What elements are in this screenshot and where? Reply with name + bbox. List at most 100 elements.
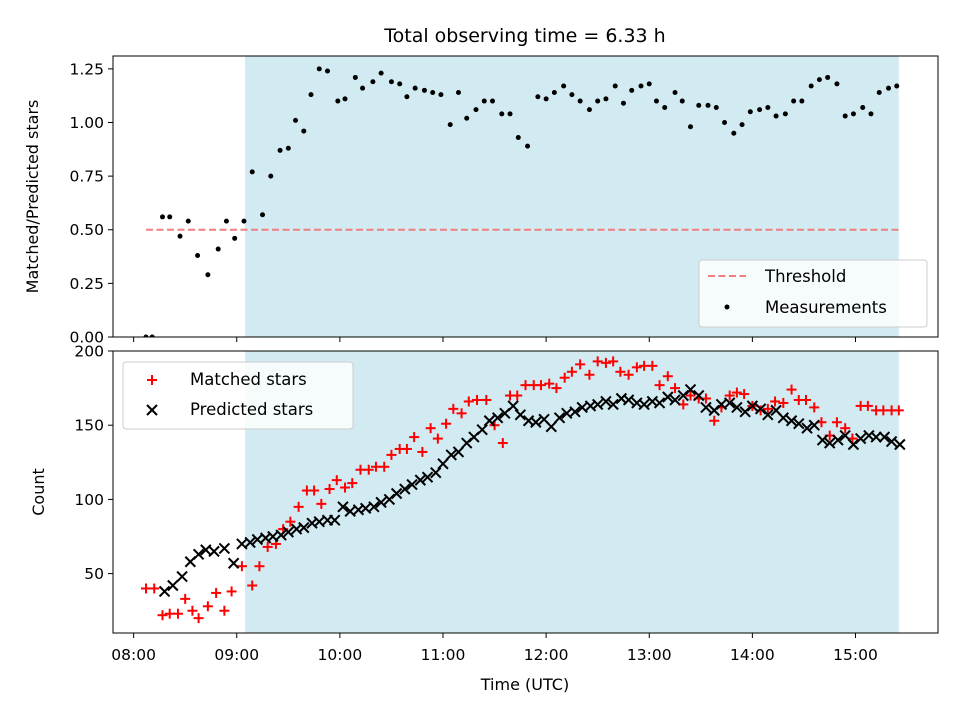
matched-star-point bbox=[463, 396, 474, 407]
count-legend: Matched stars Predicted stars bbox=[122, 361, 354, 430]
predicted-star-point bbox=[282, 526, 295, 538]
measurement-point bbox=[629, 87, 635, 93]
measurement-point bbox=[285, 145, 291, 151]
predicted-star-point bbox=[569, 406, 581, 418]
x-tick-label: 10:00 bbox=[318, 646, 363, 664]
matched-star-point bbox=[187, 605, 198, 616]
count-y-axis-label: Count bbox=[29, 468, 48, 516]
measurement-point bbox=[185, 218, 191, 224]
matched-star-point bbox=[340, 482, 351, 493]
ratio-plot-area bbox=[143, 56, 900, 337]
measurement-point bbox=[404, 94, 410, 100]
predicted-star-point bbox=[514, 409, 527, 421]
measurement-point bbox=[160, 214, 165, 220]
predicted-star-point bbox=[218, 542, 231, 555]
matched-star-point bbox=[778, 397, 789, 408]
predicted-star-point bbox=[244, 536, 256, 549]
matched-star-point bbox=[770, 396, 781, 407]
matched-star-point bbox=[157, 610, 168, 621]
matched-star-point bbox=[309, 485, 320, 496]
measurement-point bbox=[232, 235, 238, 241]
matched-star-point bbox=[417, 446, 428, 457]
measurements-legend-swatch bbox=[724, 304, 730, 310]
matched-star-point bbox=[324, 484, 335, 495]
measurement-point bbox=[586, 107, 592, 113]
measurement-point bbox=[447, 122, 453, 128]
measurement-point bbox=[722, 119, 728, 125]
predicted-star-point bbox=[329, 514, 341, 526]
matched-star-point bbox=[172, 608, 183, 619]
predicted-star-point bbox=[854, 432, 867, 445]
measurement-point bbox=[816, 77, 822, 83]
ratio-axes-frame bbox=[112, 55, 939, 338]
predicted-star-point bbox=[839, 429, 851, 442]
measurement-point bbox=[679, 98, 685, 104]
predicted-star-point bbox=[894, 438, 906, 451]
matched-star-point bbox=[331, 475, 342, 486]
x-tick-label: 11:00 bbox=[421, 646, 466, 664]
measurement-point bbox=[490, 98, 495, 104]
measurement-point bbox=[662, 104, 668, 110]
measurement-point bbox=[412, 85, 418, 91]
measurement-point bbox=[388, 79, 394, 85]
matched-star-point bbox=[226, 586, 237, 597]
predicted-star-point bbox=[491, 412, 504, 424]
matched-star-point bbox=[262, 541, 273, 552]
predicted-star-point bbox=[669, 394, 681, 406]
y-tick-label: 50 bbox=[84, 565, 104, 583]
predicted-star-point bbox=[368, 501, 380, 513]
y-tick-label: 0.75 bbox=[69, 168, 104, 186]
measurement-point bbox=[301, 128, 307, 134]
measurement-point bbox=[765, 104, 771, 110]
measurement-point bbox=[577, 98, 583, 104]
measurement-point bbox=[773, 113, 779, 119]
predicted-star-point bbox=[298, 521, 310, 534]
measurement-point bbox=[834, 81, 840, 87]
measurement-point bbox=[535, 94, 541, 100]
predicted-star-point bbox=[662, 391, 674, 403]
count-plot-area bbox=[141, 351, 906, 633]
count-panel: 50 100 150 200 08:00 09:00 10:00 11:00 12:00 13:0… bbox=[74, 343, 939, 664]
measurement-point bbox=[268, 173, 274, 179]
matched-star-point bbox=[544, 378, 555, 389]
predicted-star-point bbox=[192, 548, 205, 561]
measurement-point bbox=[653, 98, 659, 104]
predicted-star-point bbox=[785, 415, 798, 427]
measurement-point bbox=[850, 111, 856, 117]
predicted-star-point bbox=[375, 496, 387, 509]
predicted-star-point bbox=[390, 487, 403, 500]
measurement-point bbox=[886, 85, 891, 91]
matched-star-point bbox=[379, 461, 390, 472]
matched-star-point bbox=[149, 583, 160, 594]
matched-star-point bbox=[247, 580, 258, 591]
matched-star-point bbox=[472, 394, 483, 405]
measurement-point bbox=[378, 70, 384, 76]
matched-star-point bbox=[386, 449, 397, 460]
predicted-star-point bbox=[414, 474, 427, 486]
matched-star-point bbox=[180, 593, 191, 604]
predicted-star-point bbox=[227, 557, 240, 569]
predicted-star-point bbox=[653, 397, 666, 409]
matched-star-point bbox=[584, 369, 595, 380]
y-tick-label: 100 bbox=[74, 491, 104, 509]
matched-star-point bbox=[512, 390, 523, 401]
matched-star-point bbox=[456, 408, 467, 419]
measurement-point bbox=[397, 81, 403, 87]
measurement-point bbox=[316, 66, 322, 72]
predicted-star-point bbox=[684, 383, 697, 396]
matched-legend-label: Matched stars bbox=[190, 370, 307, 389]
matched-star-point bbox=[685, 390, 696, 401]
predicted-star-point bbox=[808, 419, 820, 431]
matched-star-point bbox=[801, 394, 811, 405]
matched-star-point bbox=[363, 464, 374, 475]
predicted-star-point bbox=[445, 449, 457, 461]
matched-star-point bbox=[425, 423, 436, 434]
measurement-point bbox=[499, 111, 505, 117]
ratio-panel: 0.00 0.25 0.50 0.75 1.00 1.25 Threshold Measure… bbox=[69, 55, 939, 347]
measurement-point bbox=[223, 218, 229, 224]
predicted-star-point bbox=[176, 570, 188, 583]
predicted-star-point bbox=[507, 400, 519, 412]
measurement-point bbox=[713, 104, 719, 110]
measurement-point bbox=[464, 115, 470, 121]
predicted-star-point bbox=[731, 401, 743, 414]
